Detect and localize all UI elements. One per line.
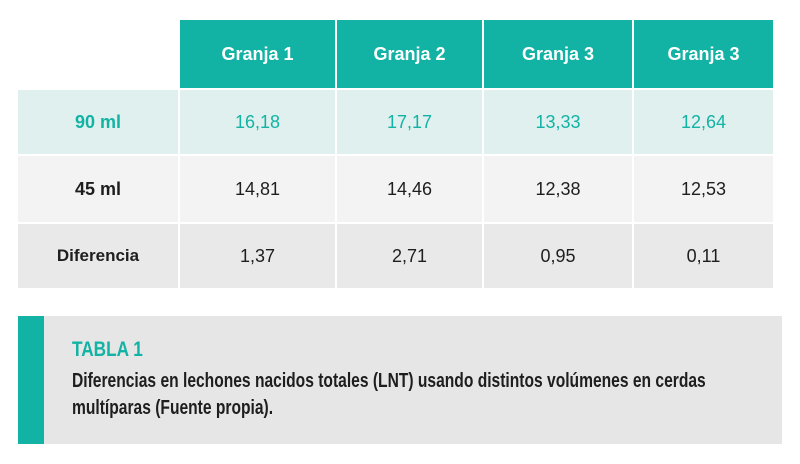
table-cell: 0,11: [634, 224, 773, 288]
table-cell: 14,81: [180, 156, 335, 222]
row-label-diferencia: Diferencia: [18, 224, 178, 288]
row-label-45ml: 45 ml: [18, 156, 178, 222]
column-header-granja-3b: Granja 3: [634, 20, 773, 88]
table-caption: TABLA 1 Diferencias en lechones nacidos …: [18, 316, 782, 444]
column-header-granja-3: Granja 3: [484, 20, 632, 88]
caption-accent-bar: [18, 316, 44, 444]
table-cell: 14,46: [337, 156, 482, 222]
table-cell: 12,38: [484, 156, 632, 222]
table-cell: 1,37: [180, 224, 335, 288]
column-header-granja-2: Granja 2: [337, 20, 482, 88]
table-cell: 0,95: [484, 224, 632, 288]
caption-text: Diferencias en lechones nacidos totales …: [72, 370, 706, 419]
table-cell: 2,71: [337, 224, 482, 288]
table-cell: 12,64: [634, 90, 773, 154]
table-cell: 16,18: [180, 90, 335, 154]
caption-title: TABLA 1: [72, 338, 143, 361]
table-cell: 13,33: [484, 90, 632, 154]
column-header-granja-1: Granja 1: [180, 20, 335, 88]
row-label-90ml: 90 ml: [18, 90, 178, 154]
table-cell: 17,17: [337, 90, 482, 154]
table-cell: 12,53: [634, 156, 773, 222]
